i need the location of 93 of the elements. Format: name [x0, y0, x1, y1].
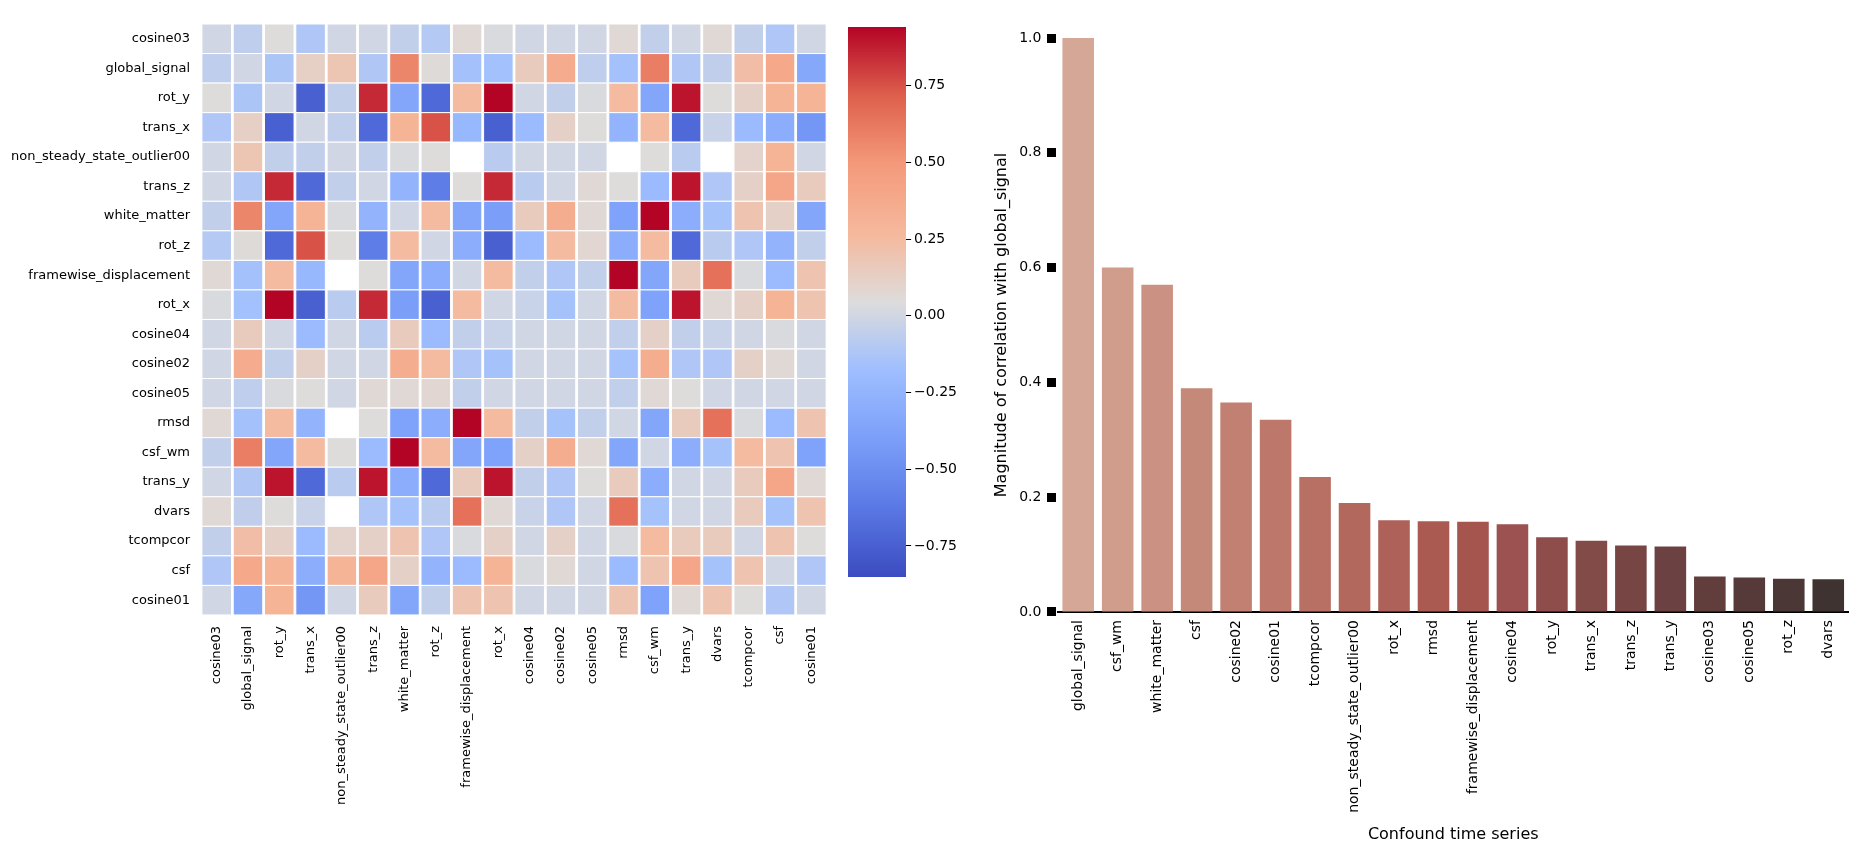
- x-tick-label: framewise_displacement: [1463, 619, 1480, 795]
- y-tick-label: rot_x: [157, 296, 191, 312]
- x-tick-label: trans_z: [364, 625, 380, 673]
- color-bar-label: 0.75: [914, 76, 946, 93]
- y-tick-label: csf_wm: [141, 443, 191, 459]
- bar: [1141, 284, 1173, 612]
- bar: [1338, 502, 1371, 612]
- x-tick-label: non_steady_state_outlier00: [333, 625, 349, 805]
- bar: [1220, 402, 1252, 612]
- x-tick-label: cosine01: [802, 625, 818, 685]
- y-tick-label: non_steady_state_outlier00: [11, 148, 191, 164]
- color-bar-label: 0.00: [914, 306, 946, 323]
- bar: [1575, 540, 1608, 612]
- bar: [1694, 576, 1726, 612]
- y-tick-label: tcompcor: [128, 532, 191, 548]
- x-tick-label: tcompcor: [1305, 619, 1322, 687]
- y-tick-label: rot_y: [157, 89, 191, 105]
- bar: [1299, 477, 1331, 612]
- x-tick-label: white_matter: [395, 625, 411, 713]
- x-tick-label: dvars: [708, 625, 724, 662]
- x-tick-label: cosine01: [1266, 619, 1283, 683]
- x-tick-label: tcompcor: [740, 625, 756, 688]
- x-tick-label: cosine03: [1700, 619, 1717, 683]
- x-tick-label: csf: [771, 625, 787, 645]
- bar: [1615, 545, 1647, 612]
- bar: [1101, 267, 1134, 612]
- x-tick-label: csf: [1187, 618, 1204, 640]
- bar: [1654, 546, 1687, 612]
- bar: [1259, 419, 1292, 612]
- x-tick-label: framewise_displacement: [458, 625, 474, 788]
- x-tick-label: trans_x: [301, 625, 317, 674]
- x-tick-label: white_matter: [1147, 619, 1164, 713]
- x-tick-label: csf_wm: [1108, 619, 1125, 672]
- bar: [1417, 521, 1450, 612]
- y-tick-label: cosine01: [131, 591, 191, 607]
- y-tick-label: csf: [171, 562, 191, 578]
- y-tick-label: 0.8: [1019, 143, 1042, 160]
- y-tick-label: framewise_displacement: [28, 266, 191, 282]
- y-tick-label: 0.2: [1019, 487, 1042, 504]
- y-tick-label: white_matter: [103, 207, 191, 223]
- y-tick-label: global_signal: [105, 59, 191, 75]
- x-tick-label: cosine05: [583, 625, 599, 685]
- x-tick-label: trans_x: [1582, 619, 1599, 672]
- x-tick-label: rot_x: [1384, 619, 1401, 655]
- y-tick-label: trans_z: [143, 177, 191, 193]
- y-tick-label: 0.4: [1019, 373, 1042, 390]
- color-bar-label: −0.50: [914, 459, 957, 476]
- x-tick-label: rmsd: [1424, 619, 1441, 656]
- y-tick-label: rmsd: [157, 414, 191, 430]
- bar: [1496, 524, 1529, 612]
- x-tick-label: trans_z: [1621, 619, 1638, 671]
- x-tick-label: cosine04: [1503, 619, 1520, 683]
- y-tick-label: trans_x: [142, 118, 191, 134]
- y-tick-label: dvars: [154, 502, 191, 518]
- x-tick-label: cosine05: [1739, 619, 1756, 683]
- bar: [1062, 38, 1094, 612]
- y-tick-label: cosine02: [131, 355, 191, 371]
- y-tick-label: 1.0: [1019, 28, 1042, 45]
- x-tick-label: cosine04: [521, 625, 537, 685]
- x-tick-label: dvars: [1818, 619, 1835, 659]
- y-tick-label: rot_z: [158, 236, 191, 252]
- bar: [1378, 520, 1410, 612]
- x-tick-label: rmsd: [614, 625, 630, 659]
- y-tick-label: 0.0: [1019, 602, 1042, 619]
- bar: [1733, 577, 1766, 612]
- x-tick-label: non_steady_state_outlier00: [1345, 619, 1362, 813]
- x-tick-label: global_signal: [239, 625, 255, 711]
- x-tick-label: rot_z: [1779, 619, 1796, 654]
- x-tick-label: trans_y: [677, 625, 693, 674]
- y-tick-label: cosine04: [131, 325, 191, 341]
- color-bar-label: 0.25: [914, 229, 946, 246]
- x-tick-label: rot_y: [1542, 619, 1559, 655]
- x-tick-label: csf_wm: [646, 625, 662, 675]
- x-axis-title: Confound time series: [1367, 823, 1539, 843]
- y-tick-label: 0.6: [1019, 258, 1042, 275]
- color-bar-label: −0.75: [914, 536, 957, 553]
- y-axis-title: Magnitude of correlation with global_signal: [990, 152, 1011, 498]
- color-bar-label: −0.25: [914, 383, 957, 400]
- color-bar-label: 0.50: [914, 153, 946, 170]
- y-tick-label: cosine05: [131, 384, 191, 400]
- x-tick-label: cosine02: [1226, 619, 1243, 683]
- y-tick-label: cosine03: [131, 30, 191, 46]
- x-tick-label: rot_z: [427, 625, 443, 658]
- bar: [1812, 579, 1845, 612]
- y-tick-label: trans_y: [142, 473, 191, 489]
- bar: [1772, 578, 1805, 612]
- bar: [1536, 537, 1568, 612]
- bar: [1180, 388, 1213, 612]
- x-tick-label: trans_y: [1661, 619, 1677, 672]
- x-tick-label: rot_y: [270, 625, 286, 659]
- x-tick-label: cosine02: [552, 625, 568, 685]
- bar: [1457, 521, 1489, 612]
- x-tick-label: rot_x: [489, 625, 505, 659]
